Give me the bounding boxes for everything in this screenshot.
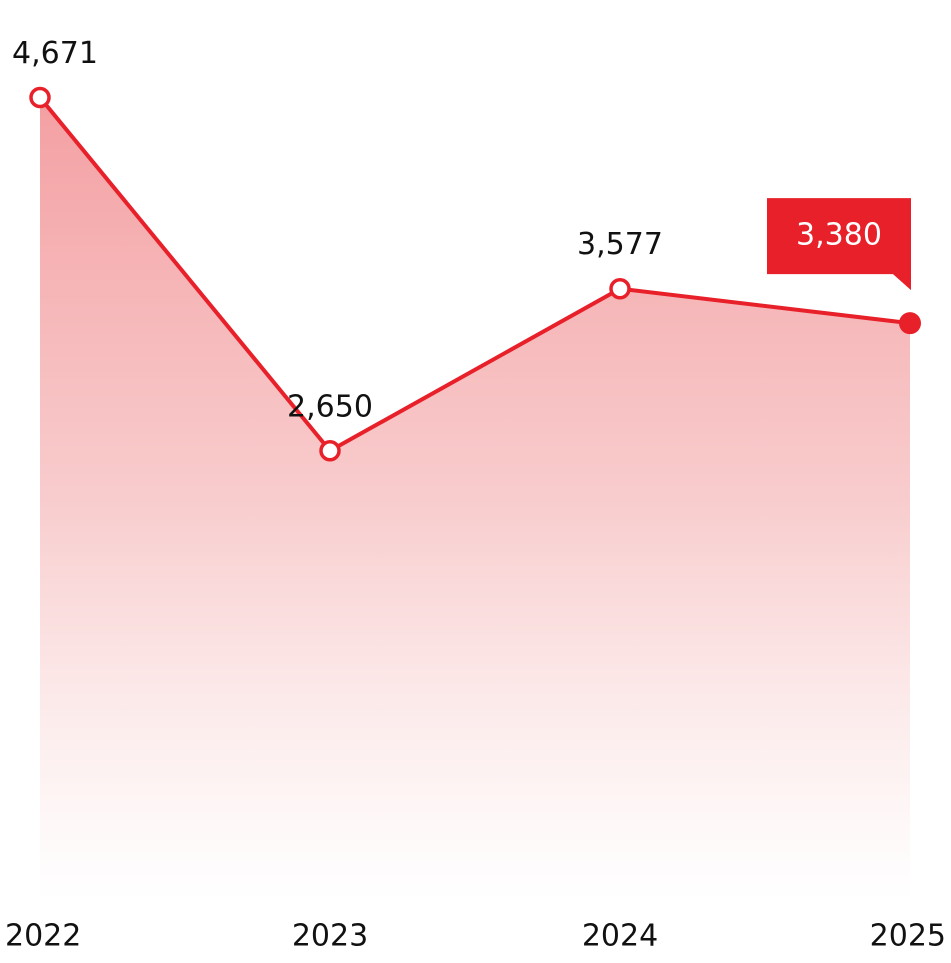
- marker: [319, 440, 341, 462]
- x-tick-label: 2024: [582, 919, 658, 954]
- line: [38, 96, 911, 453]
- value-label: 3,380: [796, 218, 882, 253]
- value-label: 3,577: [577, 227, 663, 262]
- marker: [899, 312, 921, 335]
- x-tick-label: 2022: [5, 919, 81, 954]
- marker: [609, 277, 631, 300]
- value-label: 2,650: [287, 389, 373, 424]
- x-tick-label: 2025: [870, 919, 946, 954]
- x-tick-label: 2023: [292, 919, 368, 954]
- marker: [29, 86, 51, 109]
- value-label: 4,671: [12, 36, 98, 71]
- callout: [767, 198, 911, 291]
